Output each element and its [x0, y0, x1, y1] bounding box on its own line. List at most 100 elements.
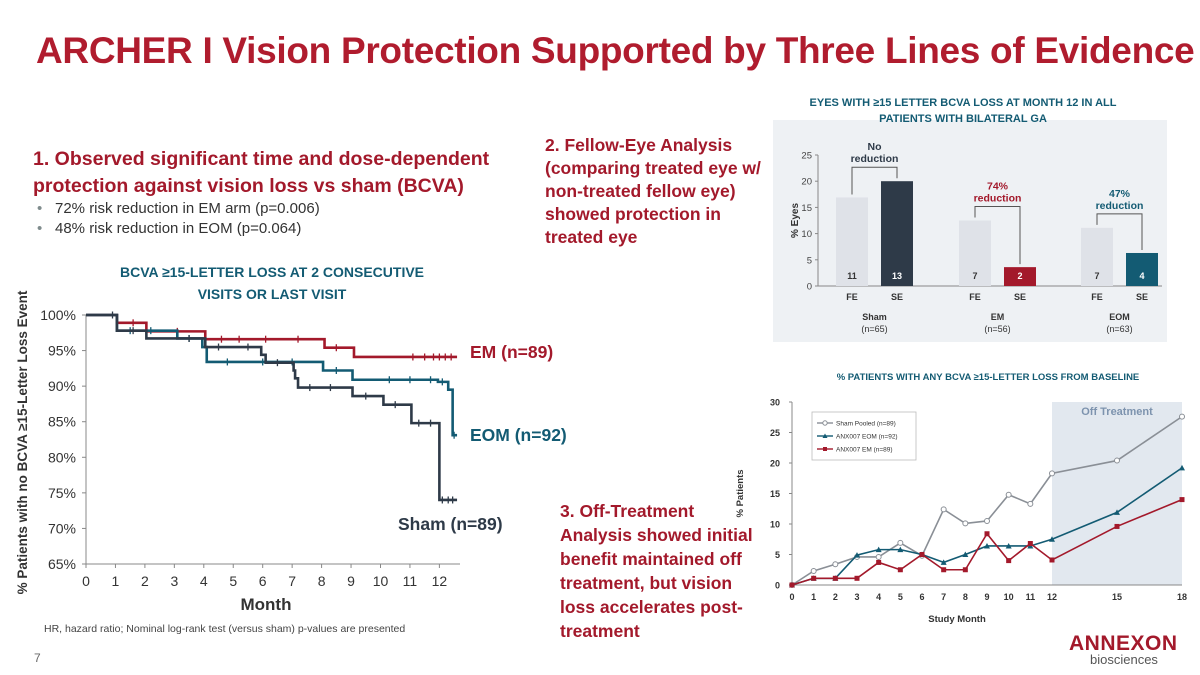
bar-ytick-label: 15	[801, 203, 812, 214]
off-treatment-line-chart: % PATIENTS WITH ANY BCVA ≥15-LETTER LOSS…	[735, 372, 1187, 625]
legend-marker	[822, 433, 828, 438]
km-title-line-0: BCVA ≥15-LETTER LOSS AT 2 CONSECUTIVE	[120, 264, 424, 280]
line-xtick-label: 9	[984, 592, 989, 602]
bar-em-fe	[959, 220, 991, 286]
km-ylabel: % Patients with no BCVA ≥15-Letter Loss …	[15, 290, 30, 594]
section1-bullets: 72% risk reduction in EM arm (p=0.006) 4…	[37, 199, 320, 239]
point-sham-pooled-n-89	[984, 517, 990, 524]
line-xtick-label: 3	[854, 592, 859, 602]
km-xtick-label: 8	[318, 573, 326, 589]
km-ytick-label: 70%	[48, 520, 76, 536]
bar-category-label: SE	[891, 292, 903, 302]
bar-category-label: FE	[846, 292, 858, 302]
km-ytick-label: 95%	[48, 343, 76, 359]
bar-group-label: EM	[991, 312, 1005, 322]
point-anx007-eom-n-92	[940, 559, 947, 565]
line-ytick-label: 15	[770, 489, 780, 499]
bar-group-label: EOM	[1109, 312, 1130, 322]
footnote: HR, hazard ratio; Nominal log-rank test …	[44, 623, 406, 635]
km-xtick-label: 1	[112, 573, 120, 589]
legend-marker	[823, 447, 827, 451]
point-anx007-em-n-89	[1006, 558, 1012, 564]
line-ytick-label: 5	[775, 550, 780, 560]
km-chart: BCVA ≥15-LETTER LOSS AT 2 CONSECUTIVE VIS…	[15, 264, 567, 614]
bar-category-label: FE	[1091, 292, 1103, 302]
line-xtick-label: 15	[1112, 592, 1122, 602]
bar-count-label: 4	[1139, 271, 1144, 281]
line-ytick-label: 30	[770, 398, 780, 408]
km-xtick-label: 5	[229, 573, 237, 589]
line-xtick-label: 12	[1047, 592, 1057, 602]
bar-category-label: SE	[1136, 292, 1148, 302]
point-anx007-em-n-89	[1027, 541, 1033, 547]
point-anx007-eom-n-92	[897, 546, 904, 553]
bar-group-n: (n=65)	[861, 324, 887, 334]
line-chart-title: % PATIENTS WITH ANY BCVA ≥15-LETTER LOSS…	[837, 372, 1140, 383]
point-sham-pooled-n-89	[962, 520, 969, 527]
point-anx007-eom-n-92	[1114, 509, 1120, 515]
bar-annotation: reduction	[851, 153, 899, 165]
point-anx007-eom-n-92	[1005, 542, 1012, 549]
bar-group-label: Sham	[862, 312, 887, 322]
legend-label-anx007-eom-n-92: ANX007 EOM (n=92)	[836, 434, 898, 441]
bar-sham-fe	[836, 197, 868, 286]
point-sham-pooled-n-89	[1027, 500, 1034, 507]
km-xtick-label: 6	[259, 573, 267, 589]
km-series-label-eom-n-92: EOM (n=92)	[470, 425, 567, 445]
km-xtick-label: 11	[403, 573, 418, 589]
point-anx007-eom-n-92	[962, 551, 969, 557]
line-xtick-label: 4	[876, 592, 881, 602]
km-line-em-n-89	[86, 313, 458, 359]
point-anx007-eom-n-92	[875, 546, 882, 553]
km-title-line-1: VISITS OR LAST VISIT	[198, 286, 347, 302]
section1-heading: 1. Observed significant time and dose-de…	[33, 146, 489, 200]
km-ytick-label: 90%	[48, 378, 76, 394]
line-xtick-label: 2	[833, 592, 838, 602]
company-logo: ANNEXON	[1069, 632, 1178, 655]
section2-heading: 2. Fellow-Eye Analysis	[545, 135, 733, 155]
bar-bracket	[974, 206, 1021, 265]
line-legend: Sham Pooled (n=89) ANX007 EOM (n=92) ANX00…	[811, 411, 917, 461]
point-sham-pooled-n-89	[875, 553, 882, 560]
km-xtick-label: 7	[288, 573, 296, 589]
point-anx007-eom-n-92	[1049, 536, 1055, 542]
line-ytick-label: 10	[770, 520, 780, 530]
bar-count-label: 2	[1017, 271, 1022, 281]
point-sham-pooled-n-89	[832, 561, 839, 568]
point-sham-pooled-n-89	[897, 539, 904, 546]
km-line-eom-n-92	[86, 313, 458, 437]
bar-ytick-label: 5	[807, 255, 812, 266]
point-anx007-em-n-89	[897, 567, 903, 573]
bullet-eom: 48% risk reduction in EOM (p=0.064)	[37, 219, 320, 239]
bar-ytick-label: 25	[801, 151, 812, 162]
km-ytick-label: 65%	[48, 556, 76, 572]
point-anx007-em-n-89	[1114, 523, 1120, 529]
point-sham-pooled-n-89	[1179, 413, 1185, 420]
bar-bracket	[851, 166, 898, 195]
legend-label-sham-pooled-n-89: Sham Pooled (n=89)	[836, 421, 896, 428]
company-logo-sub: biosciences	[1090, 652, 1158, 667]
line-xtick-label: 0	[789, 592, 794, 602]
bar-eom-fe	[1081, 227, 1113, 286]
point-anx007-em-n-89	[876, 559, 882, 565]
km-line-sham-n-89	[86, 313, 458, 502]
bar-title-line-1: PATIENTS WITH BILATERAL GA	[879, 113, 1047, 125]
line-ylabel: % Patients	[735, 469, 746, 517]
point-anx007-eom-n-92	[854, 552, 860, 558]
point-anx007-em-n-89	[854, 575, 860, 581]
bar-annotation: reduction	[974, 193, 1022, 205]
section2-body: (comparing treated eye w/ non-treated fe…	[545, 158, 761, 247]
bar-annotation: No	[868, 141, 882, 153]
line-xtick-label: 5	[898, 592, 903, 602]
bar-sham-se	[881, 181, 913, 286]
bar-em-se	[1004, 267, 1036, 286]
bar-group-n: (n=63)	[1106, 324, 1132, 334]
line-xtick-label: 6	[919, 592, 924, 602]
section2-text: 2. Fellow-Eye Analysis (comparing treate…	[545, 134, 773, 249]
km-ytick-label: 85%	[48, 414, 76, 430]
line-ytick-label: 0	[775, 581, 780, 591]
point-sham-pooled-n-89	[1049, 470, 1055, 477]
bar-count-label: 7	[972, 271, 977, 281]
section3-text: 3. Off-Treatment Analysis showed initial…	[560, 499, 760, 643]
km-xtick-label: 12	[432, 573, 448, 589]
